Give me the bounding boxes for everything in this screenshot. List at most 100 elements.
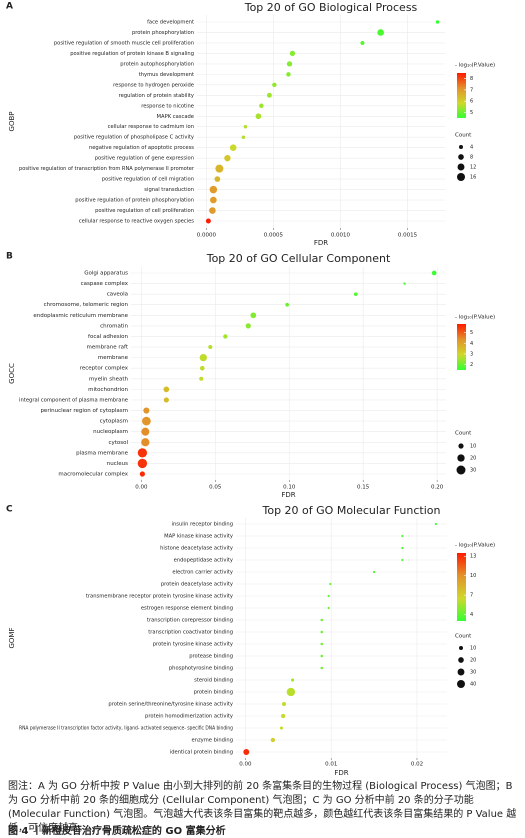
bubble xyxy=(320,666,324,670)
colorbar-tick-label: 5 xyxy=(470,110,473,116)
category-label: histone deacetylase activity xyxy=(160,546,233,552)
category-label: RNA polymerase II transcription factor a… xyxy=(19,726,233,732)
size-legend-marker xyxy=(458,443,464,449)
bubble xyxy=(401,546,404,550)
bubble xyxy=(327,606,330,610)
bubble-chart: A Top 20 of GO Biological ProcessGOBPFDR0… xyxy=(6,1,495,247)
x-tick-label: 0.15 xyxy=(357,485,370,491)
colorbar-tick-label: 10 xyxy=(470,573,476,579)
category-label: cellular response to cadmium ion xyxy=(108,124,194,130)
bubble xyxy=(199,365,205,371)
size-legend-label: 4 xyxy=(470,145,473,151)
category-label: MAP kinase kinase activity xyxy=(164,534,233,540)
category-label: protein phosphorylation xyxy=(132,30,194,36)
x-tick-label: 0.00 xyxy=(135,485,148,491)
bubble xyxy=(208,345,213,350)
size-legend-label: 16 xyxy=(470,175,476,181)
y-axis-label: GOBP xyxy=(8,112,16,132)
bubble xyxy=(286,72,291,77)
category-label: electron carrier activity xyxy=(172,570,233,576)
chart-title: Top 20 of GO Cellular Component xyxy=(206,252,391,265)
category-label: MAPK cascade xyxy=(157,114,194,120)
bubble xyxy=(320,630,324,634)
bubble xyxy=(373,570,376,574)
bubble xyxy=(255,113,262,120)
x-axis-label: FDR xyxy=(334,769,348,777)
category-label: myelin sheath xyxy=(89,376,129,382)
size-legend-label: 20 xyxy=(470,456,476,462)
x-tick-label: 0.00 xyxy=(239,762,252,768)
category-label: membrane xyxy=(98,355,129,361)
caption: 图注：A 为 GO 分析中按 P Value 由小到大排列的前 20 条富集条目… xyxy=(8,781,517,834)
size-legend-label: 8 xyxy=(470,155,473,161)
size-legend-label: 30 xyxy=(470,468,476,474)
panel-label: B xyxy=(6,252,13,262)
bubble xyxy=(163,386,170,393)
size-legend-label: 10 xyxy=(470,646,476,652)
x-tick-label: 0.20 xyxy=(431,485,444,491)
category-label: positive regulation of transcription fro… xyxy=(19,166,195,172)
x-axis-label: FDR xyxy=(314,239,328,247)
bubble xyxy=(434,522,437,526)
category-label: membrane raft xyxy=(87,345,129,351)
category-label: nucleus xyxy=(107,461,128,467)
bubble-chart: B Top 20 of GO Cellular ComponentGOCCFDR0… xyxy=(6,252,495,500)
bubble xyxy=(209,207,216,214)
panel-label: C xyxy=(6,505,13,515)
colorbar-title: - log₁₀(P.Value) xyxy=(455,315,495,321)
bubble xyxy=(401,534,404,538)
x-tick-label: 0.0000 xyxy=(197,233,217,239)
colorbar-tick-label: 6 xyxy=(470,99,473,105)
category-label: signal transduction xyxy=(144,187,194,193)
x-tick-label: 0.10 xyxy=(283,485,296,491)
bubble xyxy=(214,176,221,182)
x-tick-label: 0.05 xyxy=(209,485,222,491)
colorbar-tick-label: 4 xyxy=(470,341,473,347)
size-legend-marker xyxy=(458,657,464,663)
category-label: cellular response to reactive oxygen spe… xyxy=(79,219,195,225)
x-tick-label: 0.02 xyxy=(411,762,423,768)
bubble xyxy=(163,397,169,403)
bubble xyxy=(266,92,272,98)
category-label: response to hydrogen peroxide xyxy=(113,82,194,88)
colorbar-tick-label: 3 xyxy=(470,351,473,357)
category-label: response to nicotine xyxy=(141,103,194,109)
bubble xyxy=(223,334,228,339)
bubble-chart: C Top 20 of GO Molecular FunctionGOMFFDR0… xyxy=(6,504,495,777)
category-label: steroid binding xyxy=(194,678,233,684)
category-label: face development xyxy=(147,20,194,26)
bubble xyxy=(209,185,218,194)
category-label: protein tyrosine kinase activity xyxy=(153,642,233,648)
bubble xyxy=(285,302,290,307)
bubble xyxy=(403,282,406,285)
category-label: estrogen response element binding xyxy=(141,606,233,612)
size-legend-marker xyxy=(457,668,465,676)
bubble xyxy=(243,125,248,129)
bubble xyxy=(243,749,250,755)
colorbar-tick-label: 13 xyxy=(470,554,476,560)
category-label: endopeptidase activity xyxy=(174,558,233,564)
bubble xyxy=(286,687,296,697)
bubble xyxy=(320,654,324,658)
bubble xyxy=(360,40,365,45)
size-legend-label: 10 xyxy=(470,444,476,450)
bubble xyxy=(245,323,251,329)
colorbar-tick-label: 7 xyxy=(470,593,473,599)
size-legend-title: Count xyxy=(455,431,472,437)
size-legend-title: Count xyxy=(455,133,472,139)
category-label: plasma membrane xyxy=(76,450,128,456)
bubble xyxy=(143,407,150,414)
colorbar xyxy=(457,73,466,118)
colorbar-tick-label: 2 xyxy=(470,362,473,368)
bubble xyxy=(431,270,437,276)
size-legend-marker xyxy=(456,465,466,475)
category-label: positive regulation of smooth muscle cel… xyxy=(54,40,194,46)
chart-title: Top 20 of GO Biological Process xyxy=(244,1,418,14)
category-label: protease binding xyxy=(189,654,233,660)
bubble xyxy=(205,218,211,224)
category-label: insulin receptor binding xyxy=(172,522,233,528)
size-legend-marker xyxy=(458,154,464,160)
colorbar xyxy=(457,553,466,621)
category-label: chromatin xyxy=(100,323,128,329)
x-tick-label: 0.01 xyxy=(325,762,337,768)
